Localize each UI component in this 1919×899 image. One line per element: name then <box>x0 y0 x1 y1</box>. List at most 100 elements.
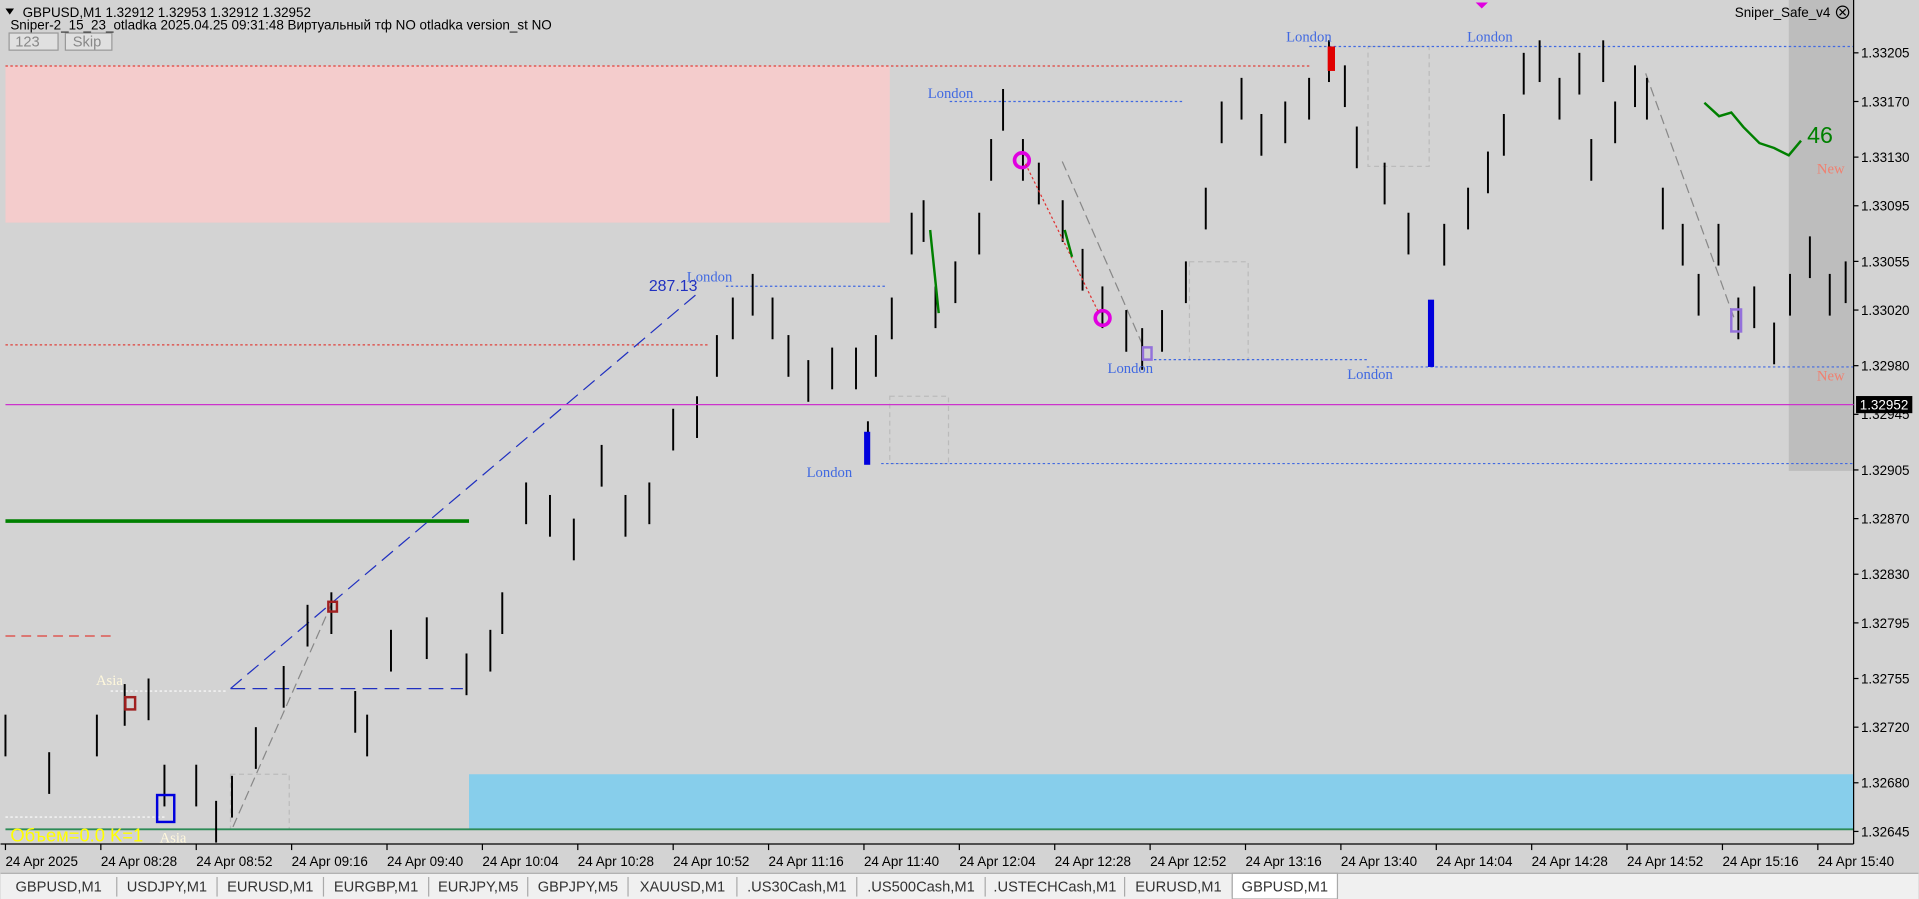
supply-zone <box>5 66 890 223</box>
session-label: London <box>1467 30 1513 46</box>
x-tick-label: 24 Apr 13:40 <box>1341 854 1417 869</box>
tab[interactable]: GBPUSD,M1 <box>16 880 102 896</box>
tab[interactable]: XAUUSD,M1 <box>640 880 726 896</box>
x-tick-label: 24 Apr 14:52 <box>1627 854 1703 869</box>
time-marker <box>1475 2 1488 9</box>
close-icon[interactable] <box>1835 5 1850 19</box>
close-icon <box>1839 8 1847 16</box>
new-label: New <box>1817 368 1845 384</box>
tab[interactable]: .US500Cash,M1 <box>867 880 975 896</box>
session-label: Asia <box>160 831 187 847</box>
symbol-line: GBPUSD,M1 1.32912 1.32953 1.32912 1.3295… <box>23 5 311 20</box>
skip-text: Skip <box>73 34 102 50</box>
collapse-icon[interactable] <box>5 8 15 15</box>
session-label: London <box>1107 361 1153 377</box>
trend-line <box>232 605 332 828</box>
indicator-line <box>1703 101 1802 157</box>
y-tick-label: 1.32645 <box>1861 824 1910 839</box>
x-tick-label: 24 Apr 12:04 <box>959 854 1036 869</box>
trend-line <box>230 290 701 690</box>
tab[interactable]: GBPJPY,M5 <box>538 880 618 896</box>
tab[interactable]: USDJPY,M1 <box>127 880 207 896</box>
signal-circle <box>1093 308 1112 328</box>
y-tick-label: 1.33205 <box>1861 46 1910 61</box>
session-zone <box>1788 0 1854 471</box>
trend-line <box>1061 161 1145 349</box>
y-tick-label: 1.33095 <box>1861 199 1910 214</box>
tab[interactable]: GBPUSD,M1 <box>1242 880 1328 896</box>
signal-candle <box>1327 46 1336 71</box>
price-bars <box>4 40 1847 843</box>
x-tick-label: 24 Apr 12:52 <box>1150 854 1226 869</box>
session-label: London <box>807 465 853 481</box>
tab[interactable]: EURGBP,M1 <box>334 880 418 896</box>
y-tick-label: 1.33130 <box>1861 150 1910 165</box>
signal-line <box>1025 163 1100 314</box>
y-tick-label: 1.32830 <box>1861 567 1910 582</box>
x-tick-label: 24 Apr 08:28 <box>101 854 177 869</box>
session-label: London <box>1286 30 1332 46</box>
session-label: Asia <box>96 673 123 689</box>
y-tick-label: 1.32980 <box>1861 359 1910 374</box>
marker-box <box>1730 308 1743 333</box>
x-tick-label: 24 Apr 10:52 <box>673 854 749 869</box>
tab[interactable]: .USTECHCash,M1 <box>993 880 1116 896</box>
marker-box <box>155 793 176 824</box>
y-tick-label: 1.32870 <box>1861 512 1910 527</box>
indicator-line <box>928 229 940 314</box>
x-tick-label: 24 Apr 09:16 <box>292 854 368 869</box>
x-tick-label: 24 Apr 12:28 <box>1055 854 1131 869</box>
session-label: London <box>687 269 733 285</box>
indicator-name: Sniper_Safe_v4 <box>1735 5 1831 20</box>
current-price-box <box>1856 396 1913 414</box>
session-label: London <box>928 86 974 102</box>
y-tick-label: 1.32755 <box>1861 671 1910 686</box>
y-tick-label: 1.33055 <box>1861 254 1910 269</box>
skip-button[interactable] <box>64 32 113 51</box>
x-tick-label: 24 Apr 15:16 <box>1722 854 1798 869</box>
session-label: London <box>1347 367 1393 383</box>
x-tick-label: 24 Apr 14:28 <box>1532 854 1608 869</box>
marker-box <box>327 600 339 613</box>
tab[interactable]: EURUSD,M1 <box>227 880 313 896</box>
x-tick-label: 24 Apr 10:28 <box>578 854 654 869</box>
tabs: GBPUSD,M1 USDJPY,M1 EURUSD,M1 EURGBP,M1 EURJ… <box>16 872 1339 899</box>
current-price-label: 1.32952 <box>1860 397 1909 412</box>
demand-zone <box>469 774 1854 830</box>
distance-label: 287.13 <box>649 278 698 295</box>
x-tick-label: 24 Apr 08:52 <box>196 854 272 869</box>
marker-box <box>124 695 137 711</box>
signal-candle <box>864 431 871 465</box>
box <box>889 395 950 465</box>
x-tick-label: 24 Apr 13:16 <box>1246 854 1322 869</box>
y-tick-label: 1.32720 <box>1861 720 1910 735</box>
new-label: New <box>1817 162 1845 178</box>
tab[interactable]: EURJPY,M5 <box>438 880 518 896</box>
x-tick-label: 24 Apr 15:40 <box>1818 854 1894 869</box>
box <box>1188 261 1249 361</box>
info-line: Sniper-2_15_23_otladka 2025.04.25 09:31:… <box>10 17 551 32</box>
y-tick-label: 1.32680 <box>1861 776 1910 791</box>
marker-box <box>1141 346 1153 361</box>
y-tick-label: 1.32905 <box>1861 463 1910 478</box>
y-tick-label: 1.33020 <box>1861 303 1910 318</box>
x-tick-label: 24 Apr 11:16 <box>769 854 844 869</box>
x-tick-label: 24 Apr 2025 <box>5 854 77 869</box>
volume-label: Объем=0.0 K=1 <box>10 825 143 846</box>
input-text: 123 <box>15 34 39 50</box>
tab-active <box>1231 872 1339 899</box>
y-tick-label: 1.33170 <box>1861 94 1910 109</box>
x-tick-label: 24 Apr 09:40 <box>387 854 463 869</box>
input-box[interactable] <box>8 32 59 51</box>
x-tick-label: 24 Apr 10:04 <box>482 854 559 869</box>
signal-candle <box>1427 299 1435 367</box>
x-tick-label: 24 Apr 14:04 <box>1436 854 1513 869</box>
tab[interactable]: .US30Cash,M1 <box>747 880 846 896</box>
counter-label: 46 <box>1807 122 1833 148</box>
signal-circle <box>1012 151 1032 170</box>
tab[interactable]: EURUSD,M1 <box>1135 880 1221 896</box>
box <box>229 773 290 830</box>
x-tick-label: 24 Apr 11:40 <box>864 854 939 869</box>
